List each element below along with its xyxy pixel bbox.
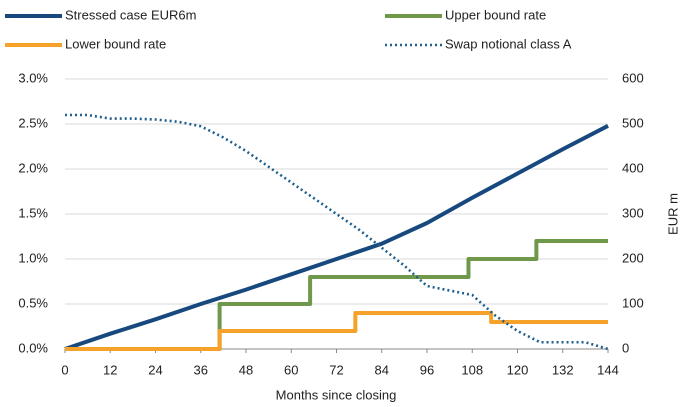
y2-tick-label: 100: [622, 295, 644, 310]
x-tick-label: 84: [375, 362, 389, 377]
x-tick-label: 120: [507, 362, 529, 377]
y-tick-label: 0.5%: [18, 295, 48, 310]
series-line: [65, 311, 608, 351]
series-line: [64, 124, 609, 351]
y2-tick-label: 500: [622, 115, 644, 130]
y2-tick-label: 300: [622, 205, 644, 220]
x-tick-label: 60: [284, 362, 298, 377]
series-line: [65, 113, 609, 351]
y-tick-label: 2.0%: [18, 160, 48, 175]
x-tick-label: 36: [194, 362, 208, 377]
legend-label: Upper bound rate: [445, 7, 546, 22]
y-tick-label: 2.5%: [18, 115, 48, 130]
y2-axis-title: EUR m: [665, 193, 680, 235]
y2-tick-label: 0: [622, 340, 629, 355]
x-tick-label: 12: [103, 362, 117, 377]
series-line: [65, 239, 608, 351]
y2-tick-label: 400: [622, 160, 644, 175]
x-tick-label: 132: [552, 362, 574, 377]
y2-tick-label: 600: [622, 70, 644, 85]
x-tick-label: 72: [329, 362, 343, 377]
x-tick-label: 0: [61, 362, 68, 377]
y-tick-label: 0.0%: [18, 340, 48, 355]
y-tick-label: 1.5%: [18, 205, 48, 220]
x-tick-label: 108: [461, 362, 483, 377]
x-tick-label: 96: [420, 362, 434, 377]
x-tick-label: 48: [239, 362, 253, 377]
legend-label: Swap notional class A: [445, 36, 572, 51]
x-tick-label: 144: [597, 362, 619, 377]
y-tick-label: 3.0%: [18, 70, 48, 85]
legend-label: Stressed case EUR6m: [65, 7, 197, 22]
legend-label: Lower bound rate: [65, 36, 166, 51]
x-tick-label: 24: [148, 362, 162, 377]
y2-tick-label: 200: [622, 250, 644, 265]
x-axis-title: Months since closing: [276, 387, 397, 402]
y-tick-label: 1.0%: [18, 250, 48, 265]
